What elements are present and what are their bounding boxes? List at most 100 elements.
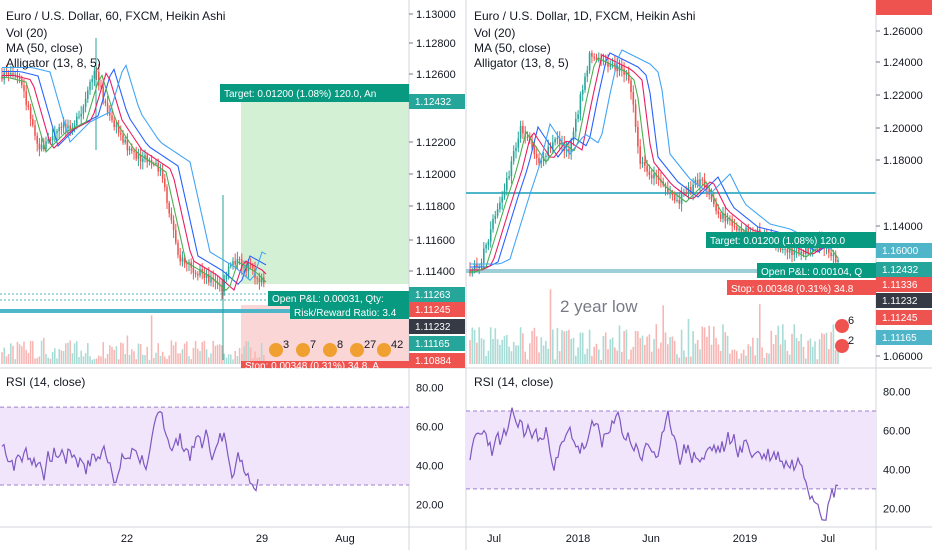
volume-bar — [519, 327, 522, 364]
candle-body — [76, 116, 78, 126]
candle-body — [545, 156, 547, 158]
economic-event-icon[interactable] — [377, 343, 391, 357]
volume-bar — [254, 351, 256, 364]
right-rsi-axis[interactable]: 80.00 60.00 40.00 20.00 — [883, 386, 911, 515]
volume-bar — [56, 358, 58, 364]
volume-bar — [71, 353, 74, 364]
candle-body — [685, 192, 688, 194]
candle-body — [625, 72, 628, 75]
volume-bar — [188, 356, 190, 364]
event-badge-count: 3 — [283, 339, 289, 351]
volume-bar — [93, 358, 96, 364]
volume-bar — [664, 332, 667, 364]
economic-event-icon[interactable] — [269, 343, 283, 357]
price-tick-label: 1.14000 — [883, 221, 923, 233]
volume-bar — [724, 332, 727, 364]
candle-body — [62, 123, 65, 128]
price-tick-label: 1.11800 — [416, 201, 455, 213]
volume-bar — [113, 349, 115, 364]
candle-body — [692, 184, 694, 193]
time-tick-label: Jul — [487, 533, 501, 545]
event-badge-count: 42 — [391, 339, 403, 351]
volume-bar — [27, 353, 30, 364]
volume-bar — [476, 342, 478, 364]
price-tag — [876, 262, 932, 277]
price-tick-label: 1.11400 — [416, 266, 455, 278]
volume-bar — [528, 343, 531, 364]
left-time-axis[interactable]: 22 29 Aug — [121, 533, 355, 545]
price-tick-label: 1.12600 — [416, 69, 456, 81]
left-rsi-axis[interactable]: 80.00 60.00 40.00 20.00 — [416, 383, 444, 512]
right-event-badges[interactable]: 6 2 — [835, 315, 854, 353]
volume-bar — [671, 336, 674, 364]
left-indicator-vol: Vol (20) — [6, 26, 47, 40]
candle-body — [588, 53, 591, 71]
volume-bar — [482, 339, 485, 364]
economic-event-icon[interactable] — [835, 339, 849, 353]
candle-body — [106, 103, 109, 113]
volume-bar — [726, 335, 729, 364]
price-tag-label: 1.11245 — [882, 313, 918, 324]
volume-bar — [159, 355, 162, 364]
volume-bar — [556, 328, 559, 364]
candle-body — [58, 127, 60, 132]
volume-bar — [533, 327, 536, 364]
volume-bar — [260, 342, 263, 364]
volume-bar — [595, 343, 598, 364]
volume-bar — [770, 330, 773, 364]
candle-body — [181, 257, 184, 262]
time-tick-label: 2018 — [566, 533, 590, 545]
volume-bar — [201, 342, 203, 364]
right-time-axis[interactable]: Jul 2018 Jun 2019 Jul — [487, 533, 835, 545]
left-event-badges[interactable]: 3 7 8 27 42 — [269, 339, 403, 357]
candle-body — [179, 254, 181, 262]
economic-event-icon[interactable] — [350, 343, 364, 357]
candle-body — [593, 56, 596, 59]
volume-bar — [210, 353, 212, 364]
volume-bar — [49, 358, 52, 364]
candle-body — [747, 227, 750, 234]
volume-bar — [501, 339, 504, 364]
candle-body — [170, 213, 173, 221]
volume-bar — [135, 359, 137, 364]
volume-bar — [717, 344, 720, 364]
volume-bar — [25, 349, 27, 364]
volume-bar — [758, 304, 761, 364]
right-rsi-label: RSI (14, close) — [474, 375, 553, 389]
candle-body — [579, 94, 582, 115]
volume-bar — [593, 346, 596, 364]
right-panel[interactable]: 1.26000 1.24000 1.22000 1.20000 1.18000 1.140… — [466, 0, 923, 550]
volume-bar — [600, 359, 602, 364]
volume-bar — [3, 347, 5, 364]
volume-bar — [715, 337, 717, 364]
volume-bar — [480, 338, 483, 364]
volume-bar — [18, 344, 21, 364]
candle-body — [73, 125, 76, 129]
right-rsi-pane[interactable]: RSI (14, close) 80.00 60.00 40.00 20.00 — [466, 375, 911, 521]
economic-event-icon[interactable] — [296, 343, 310, 357]
candle-body — [512, 150, 515, 162]
volume-bar — [247, 341, 250, 364]
candle-body — [27, 104, 30, 108]
left-rsi-pane[interactable]: RSI (14, close) 80.00 60.00 40.00 20.00 — [0, 375, 444, 512]
volume-bar — [115, 346, 118, 364]
volume-bar — [561, 330, 563, 364]
volume-bar — [657, 348, 660, 364]
volume-bar — [809, 338, 812, 364]
volume-bar — [722, 324, 724, 364]
right-title: Euro / U.S. Dollar, 1D, FXCM, Heikin Ash… — [474, 9, 695, 23]
candle-body — [676, 199, 678, 201]
volume-bar — [58, 348, 60, 364]
economic-event-icon[interactable] — [323, 343, 337, 357]
candle-body — [722, 213, 724, 219]
volume-bar — [579, 332, 582, 364]
left-moving-averages — [2, 63, 267, 291]
candle-body — [183, 257, 186, 264]
candle-body — [558, 138, 561, 145]
volume-bar — [535, 336, 538, 364]
volume-bar — [639, 338, 642, 364]
economic-event-icon[interactable] — [835, 319, 849, 333]
candle-body — [203, 273, 206, 278]
price-tag-label: 1.10884 — [415, 356, 452, 367]
volume-bar — [505, 334, 508, 364]
